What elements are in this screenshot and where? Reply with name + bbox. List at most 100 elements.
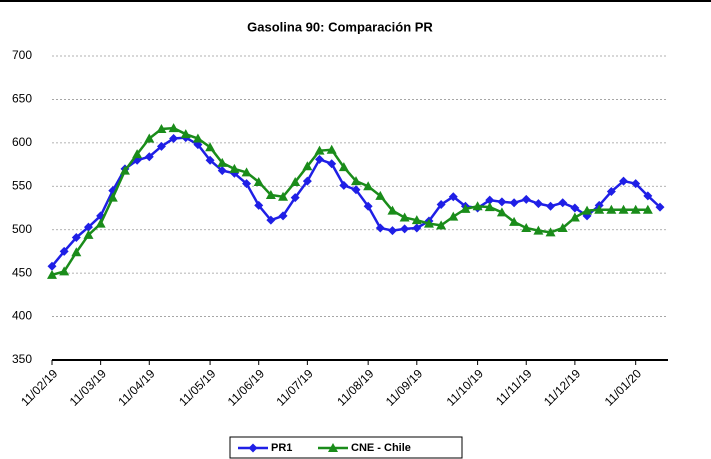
point (169, 134, 179, 144)
point (521, 222, 532, 232)
y-tick-label: 700 (12, 48, 32, 62)
point (582, 205, 593, 215)
point (290, 176, 301, 186)
point (460, 203, 471, 213)
point (606, 186, 616, 196)
point (205, 142, 216, 152)
point (363, 201, 373, 211)
point (375, 190, 386, 200)
point (363, 181, 374, 191)
point (655, 202, 665, 212)
point (412, 223, 422, 233)
point (278, 191, 289, 201)
point (448, 211, 459, 221)
point (387, 205, 398, 215)
x-tick-label: 11/06/19 (225, 366, 268, 409)
x-tick-label: 11/05/19 (176, 366, 219, 409)
point (217, 157, 228, 167)
point (47, 269, 57, 279)
x-tick-label: 11/12/19 (541, 366, 584, 409)
x-tick-label: 11/03/19 (67, 366, 110, 409)
y-tick-label: 350 (12, 352, 32, 366)
point (557, 222, 568, 232)
point (253, 176, 264, 186)
point (338, 162, 349, 172)
point (242, 179, 252, 189)
point (509, 198, 519, 208)
point (570, 203, 580, 213)
point (71, 233, 81, 243)
point (606, 204, 617, 214)
point (315, 154, 325, 164)
point (642, 204, 653, 214)
point (83, 222, 93, 232)
point (630, 204, 641, 214)
point (168, 123, 179, 133)
point (497, 197, 507, 207)
point (205, 155, 215, 165)
point (545, 227, 556, 237)
point (436, 220, 447, 230)
point (351, 176, 361, 186)
point (484, 202, 495, 212)
point (254, 200, 264, 210)
y-tick-label: 650 (12, 92, 32, 106)
point (248, 443, 258, 453)
point (266, 215, 276, 225)
x-tick-label: 11/10/19 (444, 366, 487, 409)
chart-title: Gasolina 90: Comparación PR (247, 19, 433, 34)
point (619, 176, 629, 186)
point (618, 204, 629, 214)
point (387, 226, 397, 236)
point (326, 144, 337, 154)
point (132, 149, 143, 159)
point (107, 192, 118, 202)
point (192, 133, 203, 143)
point (47, 261, 57, 271)
point (569, 212, 580, 222)
point (521, 194, 531, 204)
point (59, 246, 69, 256)
series-line (51, 136, 661, 267)
point (399, 212, 410, 222)
y-tick-label: 400 (12, 309, 32, 323)
point (156, 123, 167, 133)
point (302, 176, 312, 186)
y-tick-label: 600 (12, 135, 32, 149)
y-tick-label: 450 (12, 265, 32, 279)
point (229, 163, 240, 173)
point (83, 229, 94, 239)
point (314, 145, 325, 155)
x-tick-label: 11/11/19 (493, 366, 535, 408)
point (485, 195, 495, 205)
point (546, 201, 556, 211)
point (423, 218, 434, 228)
x-tick-label: 11/09/19 (383, 366, 426, 409)
point (448, 192, 458, 202)
series-line (51, 126, 648, 277)
point (509, 216, 520, 226)
point (217, 166, 227, 176)
point (156, 141, 166, 151)
point (533, 199, 543, 209)
point (496, 207, 507, 217)
point (265, 189, 276, 199)
point (472, 201, 483, 211)
point (643, 191, 653, 201)
legend-label: CNE - Chile (351, 442, 411, 454)
x-tick-label: 11/01/20 (602, 366, 645, 409)
x-tick-label: 11/07/19 (273, 366, 316, 409)
point (241, 167, 252, 177)
point (71, 247, 82, 257)
point (436, 200, 446, 210)
x-tick-label: 11/04/19 (115, 366, 158, 409)
point (375, 223, 385, 233)
point (95, 218, 106, 228)
point (631, 179, 641, 189)
point (290, 193, 300, 203)
legend-label: PR1 (271, 442, 292, 454)
point (400, 224, 410, 234)
point (339, 180, 349, 190)
point (144, 133, 155, 143)
